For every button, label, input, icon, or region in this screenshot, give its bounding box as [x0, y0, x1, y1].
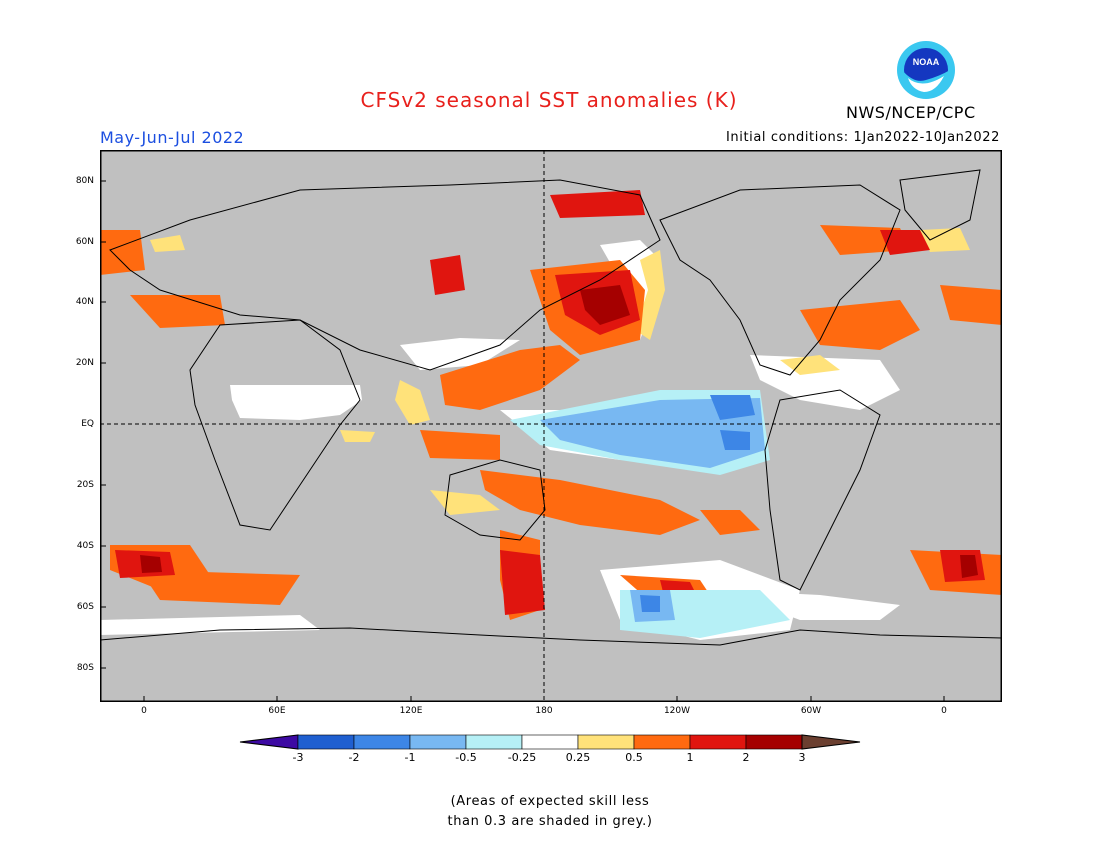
africa-outline [189, 319, 361, 531]
colorbar-high-triangle [801, 734, 861, 750]
logo-text: NOAA [913, 57, 940, 67]
initial-conditions-label: Initial conditions: 1Jan2022-10Jan2022 [725, 130, 1000, 145]
greenland-outline [899, 169, 981, 241]
noaa-logo: NOAA [896, 40, 956, 100]
lat-label: 40S [76, 541, 94, 551]
colorbar-tick-label: 2 [742, 751, 750, 764]
continent-outlines [99, 169, 1003, 646]
colorbar-segment [745, 734, 803, 750]
colorbar-tick-label: -0.5 [455, 751, 477, 764]
antarctica-outline [99, 627, 1003, 646]
lat-label: EQ [81, 419, 94, 429]
lat-label: 20S [76, 480, 94, 490]
colorbar-tick-label: 0.25 [565, 751, 591, 764]
colorbar-segment [521, 734, 579, 750]
map-frame [100, 150, 1002, 702]
lat-label: 80N [75, 176, 94, 186]
agency-label: NWS/NCEP/CPC [846, 103, 976, 122]
colorbar-segment [297, 734, 355, 750]
lon-label: 0 [141, 706, 147, 716]
skill-note-line: than 0.3 are shaded in grey.) [447, 814, 653, 829]
lon-label: 120W [663, 706, 691, 716]
colorbar-segment [353, 734, 411, 750]
lat-label: 80S [76, 663, 94, 673]
eurasia-outline [109, 179, 661, 371]
north-america-outline [659, 184, 901, 376]
lat-label: 40N [75, 297, 94, 307]
axis-ticks [100, 180, 945, 702]
colorbar-segment [633, 734, 691, 750]
strong-negative-anomaly-areas [640, 395, 755, 612]
lat-label: 60N [75, 237, 94, 247]
lat-label: 20N [75, 358, 94, 368]
season-label: May-Jun-Jul 2022 [100, 128, 245, 147]
colorbar-tick-label: 0.5 [625, 751, 643, 764]
colorbar-segment [409, 734, 467, 750]
south-america-outline [764, 389, 881, 591]
australia-outline [444, 459, 546, 541]
lon-label: 60W [800, 706, 822, 716]
colorbar-tick-label: -2 [348, 751, 360, 764]
colorbar-low-triangle [239, 734, 299, 750]
weak-positive-anomaly-areas [150, 228, 970, 515]
very-strong-positive-anomaly-areas [140, 285, 978, 578]
lon-label: 120E [399, 706, 423, 716]
chart-title: CFSv2 seasonal SST anomalies (K) [360, 88, 738, 112]
colorbar-tick-label: 3 [798, 751, 806, 764]
skill-note: (Areas of expected skill less than 0.3 a… [0, 792, 1100, 832]
colorbar [238, 732, 862, 756]
skill-note-line: (Areas of expected skill less [450, 794, 650, 809]
colorbar-tick-label: -3 [292, 751, 304, 764]
sst-anomaly-map [99, 150, 1003, 706]
lon-label: 0 [941, 706, 947, 716]
colorbar-segment [689, 734, 747, 750]
colorbar-segment [465, 734, 523, 750]
lon-label: 180 [535, 706, 553, 716]
lon-label: 60E [268, 706, 286, 716]
colorbar-tick-label: 1 [686, 751, 694, 764]
colorbar-segment [577, 734, 635, 750]
lat-label: 60S [76, 602, 94, 612]
colorbar-tick-label: -0.25 [507, 751, 537, 764]
colorbar-tick-label: -1 [404, 751, 416, 764]
